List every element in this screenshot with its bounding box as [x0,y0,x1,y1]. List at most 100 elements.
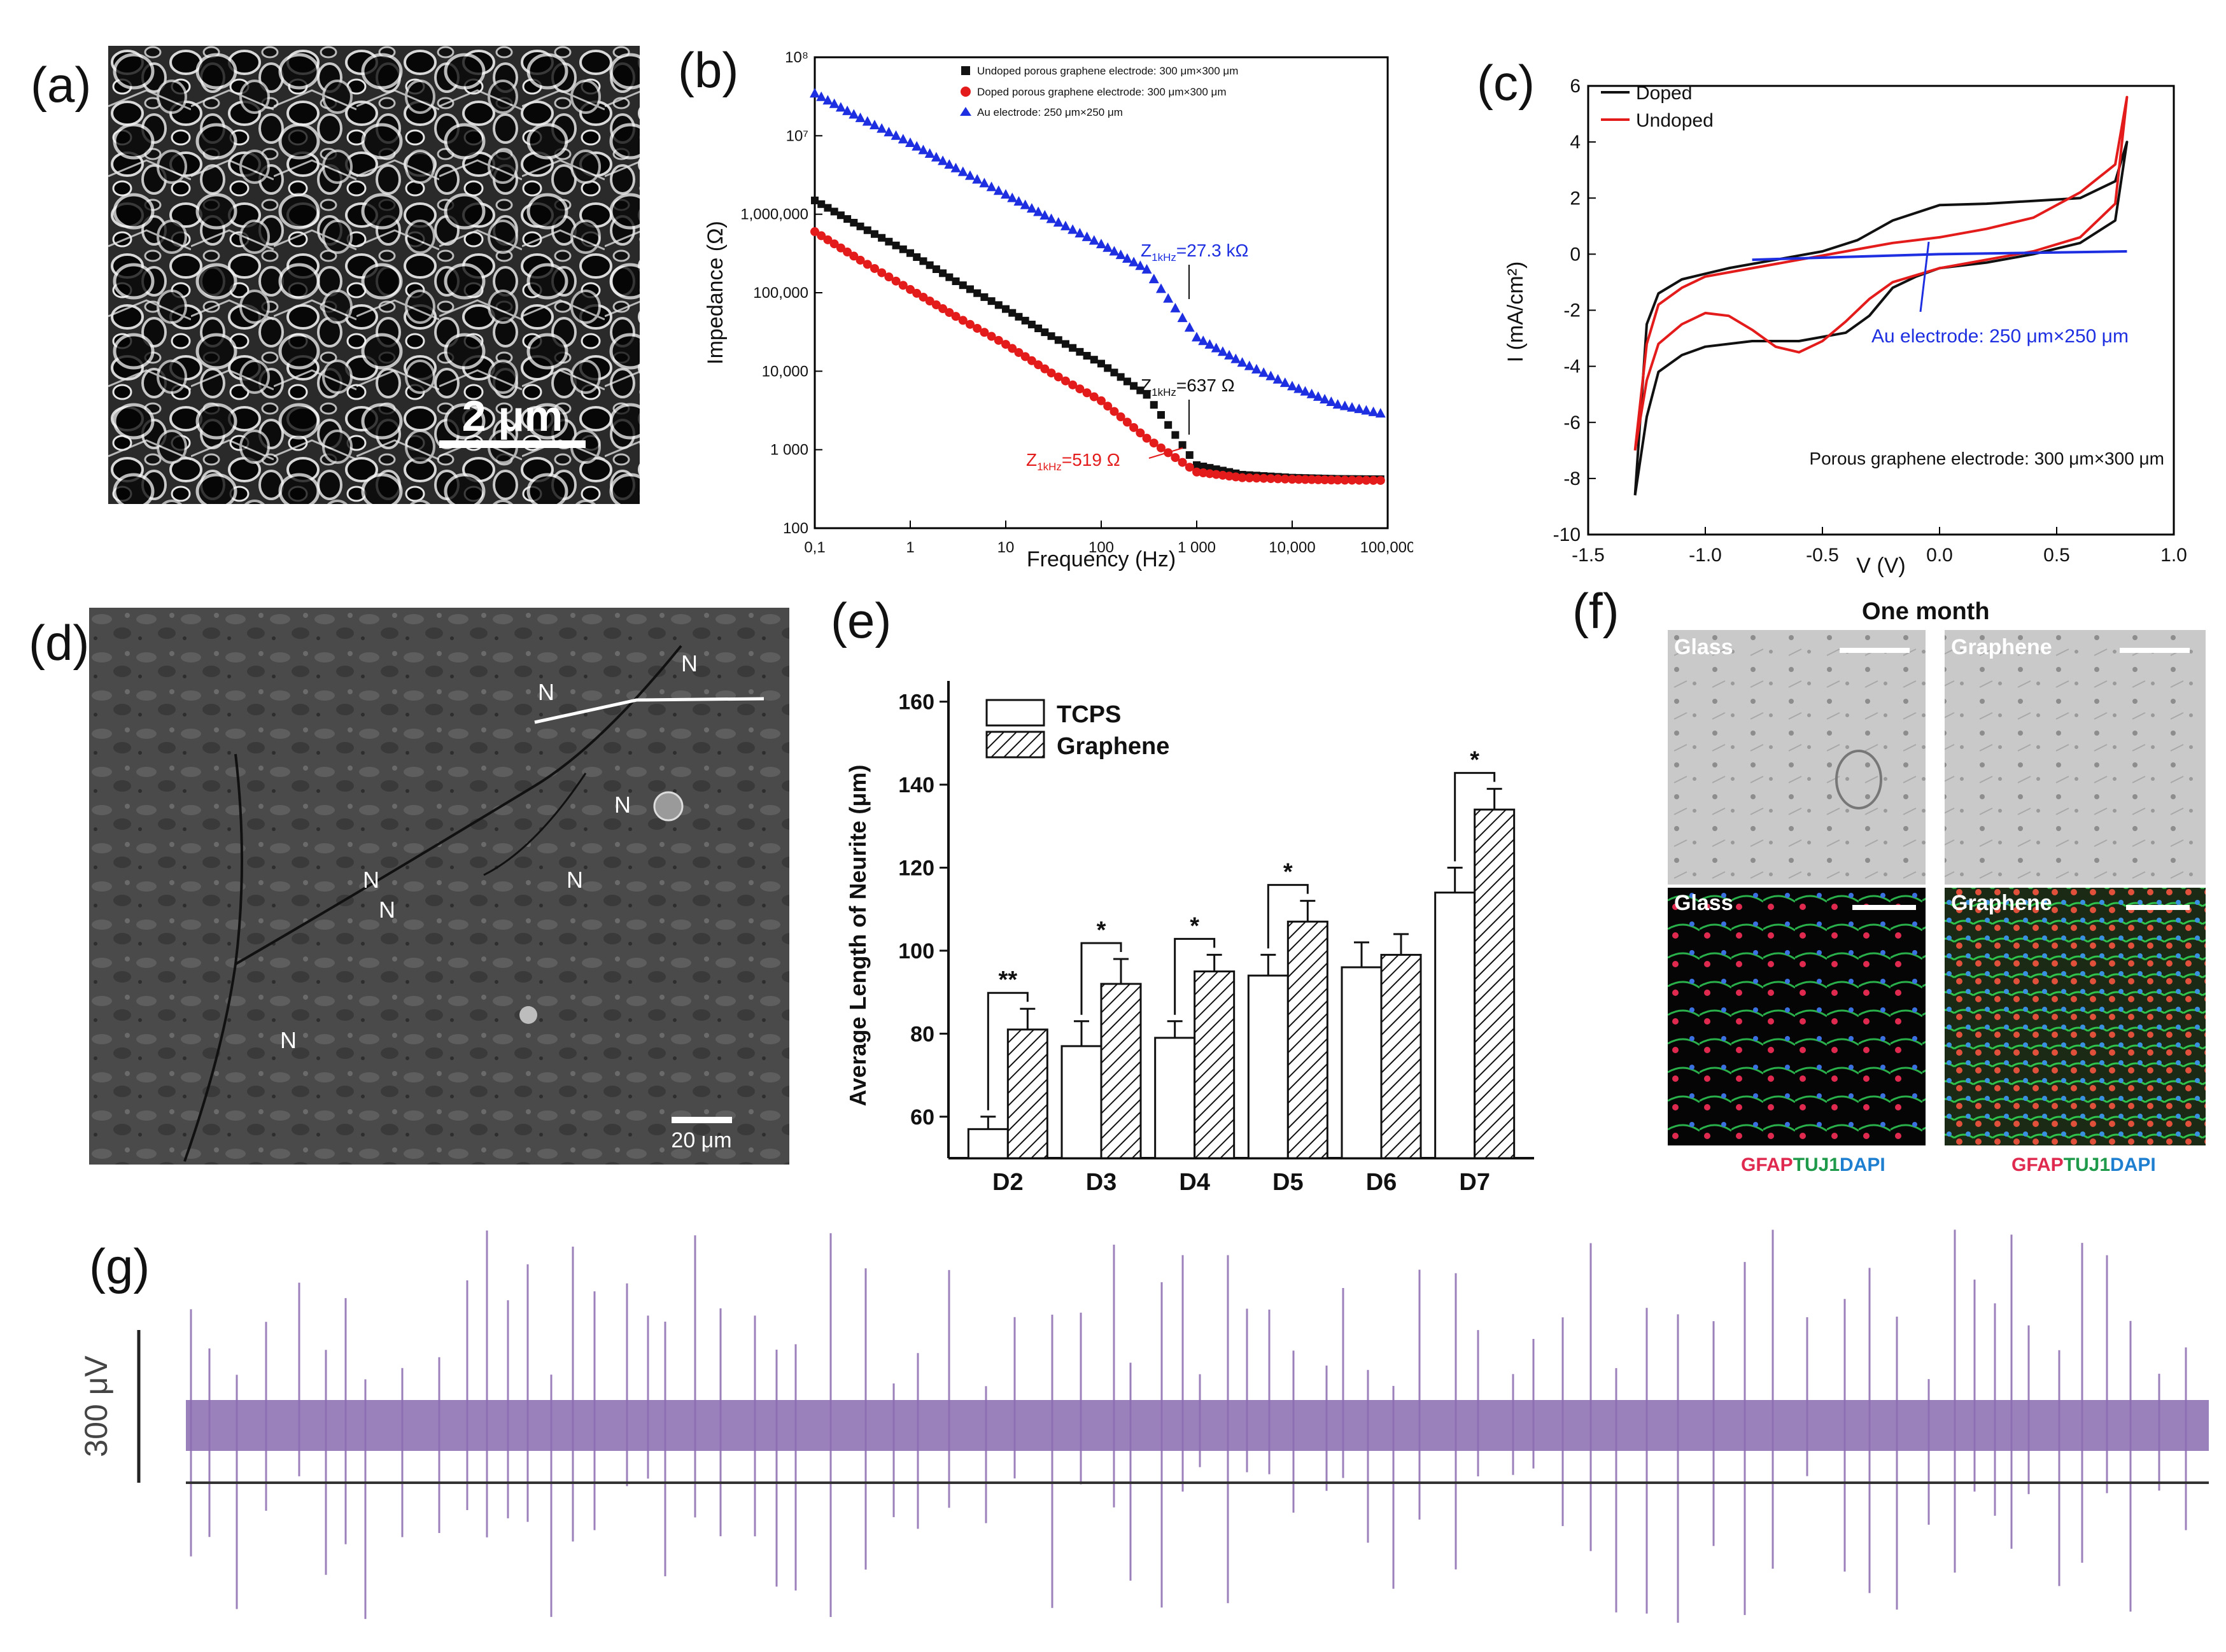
stain-legend-right: GFAPTUJ1DAPI [2011,1154,2156,1175]
point-au [1217,346,1228,356]
bar-y-axis-label: Average Length of Neurite (μm) [845,765,871,1107]
point-au [816,91,827,101]
x-tick-label: 0,1 [804,539,825,556]
point-undoped [939,269,947,277]
point-doped [912,288,922,298]
point-doped [810,227,819,237]
point-doped [973,323,982,333]
point-undoped [926,261,934,269]
cv-line-doped [1633,141,2129,496]
neuron-marker: N [538,679,554,705]
point-undoped [1164,421,1173,429]
point-au [1141,263,1152,274]
point-undoped [919,257,927,265]
y-tick-label: 10⁸ [785,49,808,66]
bar-y-tick-label: 80 [910,1022,934,1046]
point-doped [980,328,989,337]
y-tick-label: 10⁷ [786,127,808,144]
point-au [1230,353,1241,363]
point-doped [1178,458,1187,467]
point-au [849,109,859,119]
bar-category-label: D7 [1459,1169,1490,1196]
point-doped [1122,417,1132,427]
significance-bracket [1080,942,1122,1015]
point-doped [1199,468,1208,478]
point-doped [877,268,887,277]
significance-bracket [1267,884,1309,949]
point-undoped [994,301,1003,309]
bar-graphene [1006,1028,1048,1159]
bar-graphene [1380,953,1422,1159]
label-graphene-bottom: Graphene [1951,891,2052,915]
point-au [1007,192,1018,202]
point-undoped [913,253,921,262]
cyclic-voltammetry-chart: -1.5 -1.0 -0.5 0.0 0.5 1.0 -10 -8 -6 -4 -2 0 2 4 6 Dop… [1504,76,2187,578]
point-au [1244,360,1255,370]
scale-bar-label-d: 20 μm [671,1128,731,1152]
legend-doped: Doped porous graphene electrode: 300 μm×… [977,86,1226,98]
point-undoped [1054,336,1062,344]
impedance-legend: Undoped porous graphene electrode: 300 μ… [960,65,1238,118]
panel-label-g: (g) [89,1238,150,1294]
point-doped [951,312,961,321]
cv-line-au [1752,250,2127,262]
point-doped [1231,472,1241,482]
point-undoped [1041,328,1049,337]
point-au [884,127,894,137]
point-doped [849,251,859,261]
point-au [957,166,968,176]
point-au [972,174,983,184]
label-graphene-top: Graphene [1951,635,2052,659]
point-doped [1014,347,1024,357]
point-undoped [1185,451,1194,459]
arrow-doped [1148,447,1183,459]
point-au [835,102,846,112]
cv-legend: Doped Undoped [1601,83,1714,131]
point-doped [1103,402,1113,411]
point-undoped [870,230,878,238]
point-au [1053,217,1064,227]
point-undoped [830,207,838,216]
bar-y-tick-label: 140 [898,773,934,797]
significance-marker: * [1190,913,1199,939]
point-au [944,159,955,169]
point-au [1088,235,1099,245]
legend-swatch-graphene [985,731,1045,759]
point-au [1211,342,1222,353]
point-au [1135,260,1146,270]
y-tick-label: 10,000 [762,363,808,380]
point-au [1251,363,1262,374]
bar-tcps [1341,966,1383,1159]
bar-category-label: D5 [1272,1169,1304,1196]
significance-bracket [1174,937,1216,1015]
legend-marker-doped [961,87,971,97]
point-au [1326,396,1337,407]
graphene-fluorescence [1945,888,2206,1145]
point-doped [1097,396,1106,405]
point-au [1300,386,1311,396]
significance-bracket [1454,772,1496,862]
point-undoped [1157,410,1165,419]
point-undoped [1034,325,1043,333]
point-au [924,148,935,158]
label-glass-top: Glass [1674,635,1733,659]
point-doped [1347,475,1356,485]
point-undoped [906,249,914,257]
point-doped [945,308,954,318]
point-au [1204,339,1215,349]
impedance-x-axis-label: Frequency (Hz) [1027,547,1176,571]
point-undoped [1008,309,1017,317]
point-au [905,137,915,147]
neuron-marker: N [280,1027,297,1053]
point-doped [1053,372,1063,382]
bar-tcps [1154,1037,1196,1159]
point-au [1313,391,1323,401]
point-undoped [1171,431,1180,439]
point-au [1163,293,1174,303]
stain-legend-left: GFAPTUJ1DAPI [1741,1154,1885,1175]
significance-marker: * [1470,747,1479,774]
point-au [822,95,833,105]
point-au [1001,189,1011,199]
point-au [1013,196,1024,206]
point-doped [987,332,996,341]
